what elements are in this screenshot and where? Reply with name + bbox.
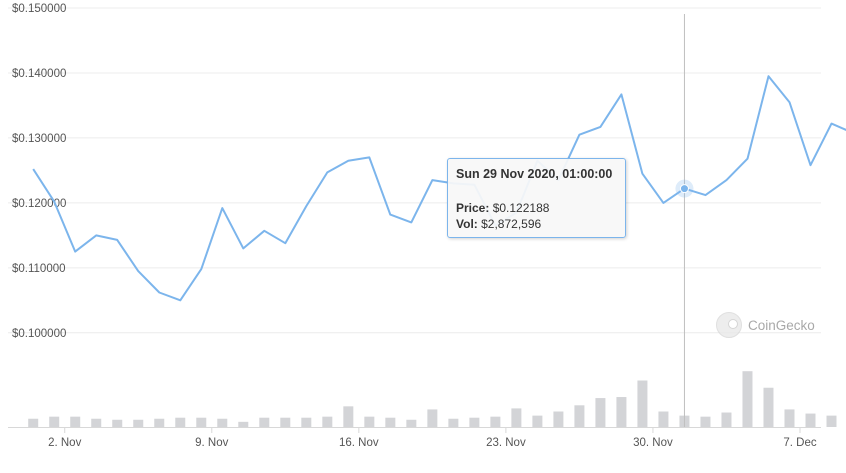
volume-bar (448, 418, 459, 427)
volume-bar (553, 411, 564, 427)
tooltip-price-label: Price: (456, 201, 490, 215)
y-tick-label: $0.120000 (12, 198, 66, 210)
volume-bar (406, 419, 417, 427)
tooltip-price-value: $0.122188 (492, 201, 550, 215)
volume-bar (385, 417, 396, 427)
volume-bar (49, 416, 60, 427)
tooltip-date: Sun 29 Nov 2020, 01:00:00 (456, 167, 613, 181)
volume-bar (784, 409, 795, 427)
hover-point (679, 184, 689, 194)
volume-bar (133, 419, 144, 427)
volume-bar (658, 411, 669, 427)
volume-bar (763, 387, 774, 427)
x-tick-label: 16. Nov (339, 437, 379, 449)
volume-bar (259, 417, 270, 427)
volume-bar (301, 417, 312, 427)
x-tick-label: 9. Nov (195, 437, 228, 449)
watermark-brand: CoinGecko (748, 317, 815, 333)
volume-bar (700, 416, 711, 427)
y-tick-label: $0.150000 (12, 3, 66, 15)
volume-bar (826, 415, 837, 427)
volume-bar (91, 418, 102, 427)
gecko-logo-icon (716, 312, 742, 338)
y-tick-label: $0.110000 (12, 263, 66, 275)
price-tooltip: Sun 29 Nov 2020, 01:00:00 Price: $0.1221… (447, 158, 626, 238)
tooltip-vol-label: Vol: (456, 217, 478, 231)
volume-bar (532, 415, 543, 427)
volume-bar (154, 418, 165, 427)
volume-bar (805, 413, 816, 427)
volume-bar (637, 380, 648, 427)
volume-bar (364, 416, 375, 427)
volume-bar (112, 419, 123, 427)
y-tick-label: $0.130000 (12, 133, 66, 145)
volume-bar (70, 416, 81, 427)
volume-bar (343, 406, 354, 427)
y-tick-label: $0.100000 (12, 328, 66, 340)
y-tick-label: $0.140000 (12, 68, 66, 80)
volume-bar (427, 409, 438, 427)
x-tick-label: 30. Nov (633, 437, 673, 449)
volume-bar (574, 405, 585, 427)
volume-bar (322, 416, 333, 427)
volume-bar (721, 412, 732, 427)
volume-bar (616, 397, 627, 427)
volume-bar (28, 418, 39, 427)
tooltip-vol-value: $2,872,596 (481, 217, 542, 231)
price-line (32, 75, 846, 302)
coingecko-watermark: CoinGecko (716, 311, 826, 339)
volume-bar (280, 417, 291, 427)
tooltip-price-row: Price: $0.122188 (456, 200, 617, 216)
volume-bar (175, 417, 186, 427)
volume-bar (469, 417, 480, 427)
x-tick-label: 2. Nov (48, 437, 81, 449)
volume-bar (511, 408, 522, 427)
volume-bar (217, 418, 228, 427)
tooltip-vol-row: Vol: $2,872,596 (456, 216, 617, 232)
x-tick-label: 23. Nov (486, 437, 526, 449)
volume-bar (238, 421, 249, 427)
volume-bar (742, 371, 753, 427)
volume-bar (595, 398, 606, 427)
volume-bar (490, 416, 501, 427)
x-tick-label: 7. Dec (783, 437, 816, 449)
volume-bar (196, 417, 207, 427)
